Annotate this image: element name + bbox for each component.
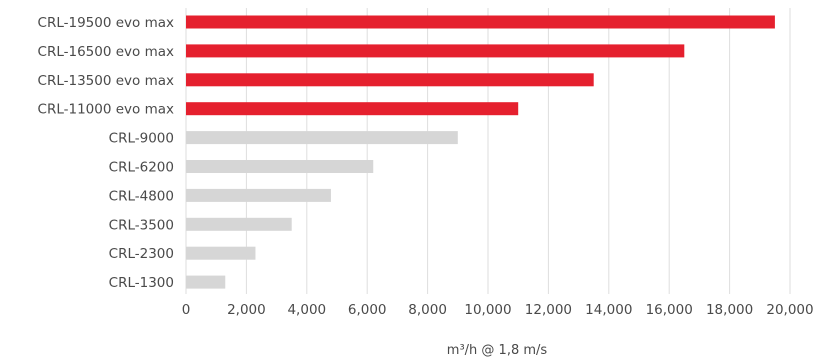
category-labels: CRL-19500 evo max CRL-16500 evo max CRL-13… <box>38 15 174 291</box>
x-tick-label: 14,000 <box>585 302 632 318</box>
x-tick-label: 0 <box>182 302 191 318</box>
category-label: CRL-13500 evo max <box>38 73 174 89</box>
bar <box>186 246 256 260</box>
bar <box>186 188 331 202</box>
bars <box>186 15 775 289</box>
x-tick-label: 20,000 <box>766 302 813 318</box>
category-label: CRL-6200 <box>109 160 174 176</box>
bar <box>186 217 292 231</box>
x-tick-label: 8,000 <box>408 302 447 318</box>
category-label: CRL-1300 <box>109 275 174 291</box>
bar <box>186 275 226 289</box>
category-label: CRL-16500 evo max <box>38 44 174 60</box>
bar <box>186 131 458 145</box>
x-tick-labels: 0 2,000 4,000 6,000 8,000 10,000 12,000 14,000 1… <box>182 302 814 318</box>
bar <box>186 73 594 87</box>
x-axis-title: m³/h @ 1,8 m/s <box>447 343 548 358</box>
x-tick-label: 18,000 <box>706 302 753 318</box>
x-tick-label: 16,000 <box>646 302 693 318</box>
bar <box>186 102 519 116</box>
category-label: CRL-19500 evo max <box>38 15 174 31</box>
x-tick-label: 2,000 <box>227 302 266 318</box>
bar <box>186 15 775 29</box>
x-tick-label: 12,000 <box>525 302 572 318</box>
x-tick-label: 10,000 <box>464 302 511 318</box>
category-label: CRL-2300 <box>109 246 174 262</box>
category-label: CRL-11000 evo max <box>38 102 174 118</box>
category-label: CRL-3500 <box>109 217 174 233</box>
bar <box>186 44 685 58</box>
x-tick-label: 6,000 <box>348 302 387 318</box>
x-tick-label: 4,000 <box>287 302 326 318</box>
category-label: CRL-9000 <box>109 131 174 147</box>
bar <box>186 160 374 173</box>
category-label: CRL-4800 <box>109 188 174 204</box>
